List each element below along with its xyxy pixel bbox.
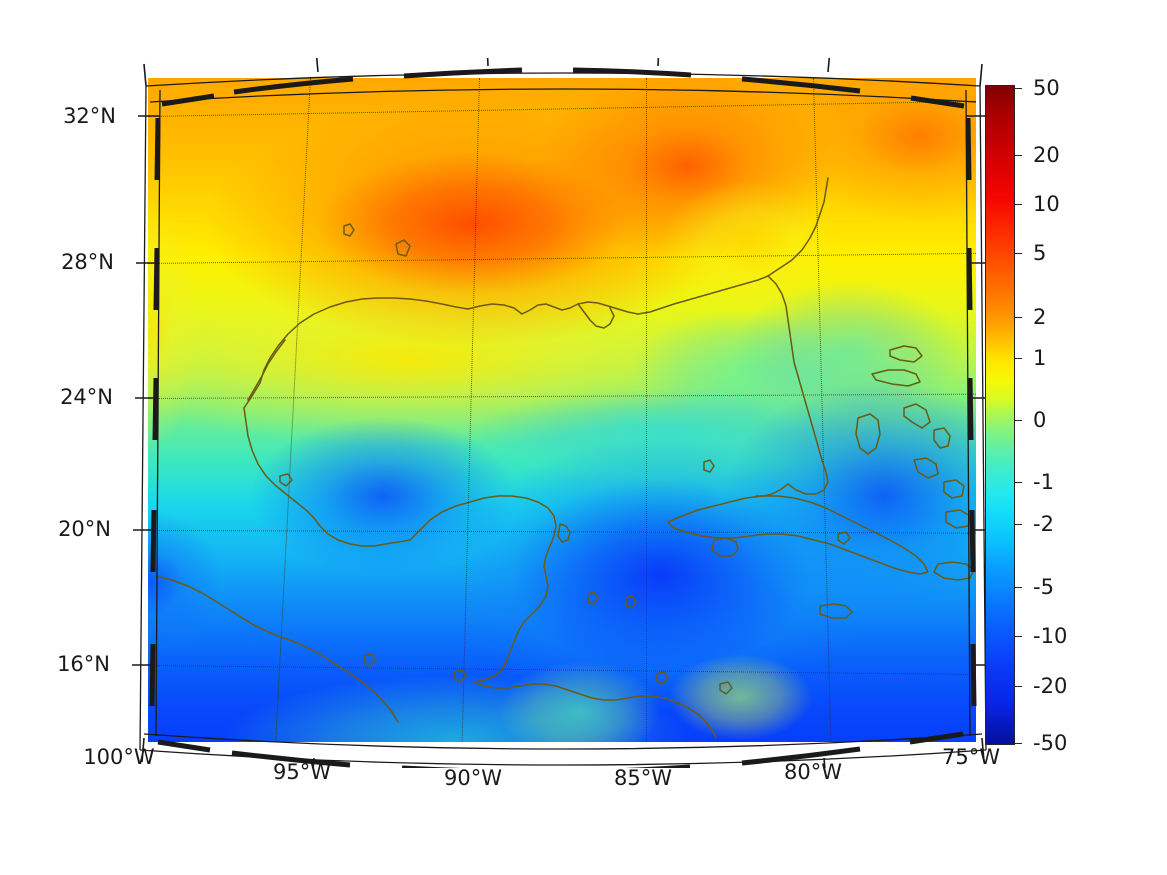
coastline-cay-9 xyxy=(453,669,467,683)
axis-tick-top-90w xyxy=(486,58,489,67)
coastline-cay-1 xyxy=(703,459,715,473)
colorbar-tick-n5 xyxy=(1015,587,1022,588)
colorbar-label-0: 0 xyxy=(1033,408,1047,432)
colorbar-tick-n10 xyxy=(1015,636,1022,637)
coastline-bahamas-andros xyxy=(855,413,881,455)
map-clip xyxy=(148,78,976,742)
graticule-meridian-85w xyxy=(646,78,647,742)
axis-tick-top-80w xyxy=(827,58,831,73)
axis-tick-top-95w xyxy=(315,58,319,73)
coastline-texas-barrier xyxy=(247,339,286,401)
coastline-cay-7 xyxy=(279,473,293,487)
ytick-label-24n: 24°N xyxy=(60,385,113,409)
coastline-cay-5 xyxy=(395,239,411,257)
ytick-label-20n: 20°N xyxy=(58,517,111,541)
colorbar-label-10: 10 xyxy=(1033,192,1060,216)
colorbar-tick-50 xyxy=(1015,88,1022,89)
coastline-hispaniola xyxy=(933,561,975,581)
coastline-mexico-pacific xyxy=(155,575,399,723)
ytick-label-16n: 16°N xyxy=(57,652,110,676)
colorbar-label-n50: -50 xyxy=(1033,731,1068,755)
coastline-cozumel xyxy=(557,523,571,543)
colorbar-tick-n1 xyxy=(1015,482,1022,483)
coastline-bahamas-grand xyxy=(871,369,921,387)
frame-left-outer xyxy=(139,85,147,751)
colorbar-label-50: 50 xyxy=(1033,76,1060,100)
coastline-cay-4 xyxy=(837,531,851,545)
coastline-yucatan xyxy=(409,495,557,683)
xtick-label-90w: 90°W xyxy=(444,766,502,790)
colorbar-tick-20 xyxy=(1015,155,1022,156)
xtick-label-80w: 80°W xyxy=(784,760,842,784)
colorbar-label-20: 20 xyxy=(1033,143,1060,167)
colorbar-tick-n20 xyxy=(1015,686,1022,687)
colorbar-label-5: 5 xyxy=(1033,241,1047,265)
colorbar-label-1: 1 xyxy=(1033,346,1047,370)
xtick-label-75w: 75°W xyxy=(942,745,1000,769)
ytick-label-32n: 32°N xyxy=(63,104,116,128)
coastline-florida-keys xyxy=(755,483,789,497)
coastline-cay-8 xyxy=(363,653,377,667)
colorbar-gradient xyxy=(985,85,1015,745)
coastline-cay-3 xyxy=(625,595,637,609)
coastline-mexico-east xyxy=(243,407,411,547)
coastline-jamaica xyxy=(819,603,853,619)
xtick-label-100w: 100°W xyxy=(83,745,155,769)
colorbar[interactable]: 50 20 10 5 2 1 0 -1 -2 -5 -10 -20 -50 xyxy=(985,76,1067,755)
colorbar-tick-2 xyxy=(1015,317,1022,318)
coastline-cay-6 xyxy=(343,223,355,237)
coastline-cay-11 xyxy=(719,681,733,695)
coastline-bahamas-eleuthera xyxy=(903,403,931,429)
colorbar-tick-1 xyxy=(1015,358,1022,359)
colorbar-label-n20: -20 xyxy=(1033,674,1068,698)
coastline-isla-juventud xyxy=(711,537,739,557)
coastline-texas xyxy=(243,297,469,409)
coastline-cuba xyxy=(667,495,929,575)
xtick-label-85w: 85°W xyxy=(614,766,672,790)
ytick-label-28n: 28°N xyxy=(61,250,114,274)
coastline-bahamas-inagua xyxy=(945,509,971,529)
colorbar-label-n10: -10 xyxy=(1033,624,1068,648)
axis-tick-top-100w xyxy=(143,63,147,87)
colorbar-label-2: 2 xyxy=(1033,305,1047,329)
map-plot-area xyxy=(148,78,976,742)
coastline-bahamas-cat xyxy=(933,427,951,449)
axis-tick-top-75w xyxy=(979,63,983,87)
colorbar-tick-n2 xyxy=(1015,524,1022,525)
frame-tick-top-3 xyxy=(572,67,692,78)
colorbar-label-n1: -1 xyxy=(1033,470,1054,494)
coastline-louisiana xyxy=(467,301,639,315)
coastline-mississippi-delta xyxy=(577,303,615,329)
frame-tick-top-2 xyxy=(403,67,523,79)
coastline-florida-west xyxy=(767,275,829,495)
colorbar-tick-10 xyxy=(1015,204,1022,205)
coastline-cay-2 xyxy=(587,591,599,605)
axis-tick-top-85w xyxy=(657,58,660,67)
coastline-central-america xyxy=(473,681,717,739)
xtick-label-95w: 95°W xyxy=(273,760,331,784)
coastline-florida-east xyxy=(767,177,829,277)
coastline-bahamas-crooked xyxy=(943,479,965,499)
coastline-cay-10 xyxy=(655,671,669,685)
heatmap-blob-honduras-coast xyxy=(148,78,976,742)
coastline-bahamas-long xyxy=(913,457,939,479)
colorbar-tick-n50 xyxy=(1015,743,1022,744)
coastline-florida-panhandle xyxy=(637,275,769,315)
coastline-bahamas-abaco xyxy=(889,345,923,363)
colorbar-tick-0 xyxy=(1015,420,1022,421)
colorbar-tick-5 xyxy=(1015,253,1022,254)
colorbar-label-n2: -2 xyxy=(1033,512,1054,536)
graticule xyxy=(148,78,976,742)
colorbar-label-n5: -5 xyxy=(1033,575,1054,599)
coastline-overlay xyxy=(155,177,975,739)
